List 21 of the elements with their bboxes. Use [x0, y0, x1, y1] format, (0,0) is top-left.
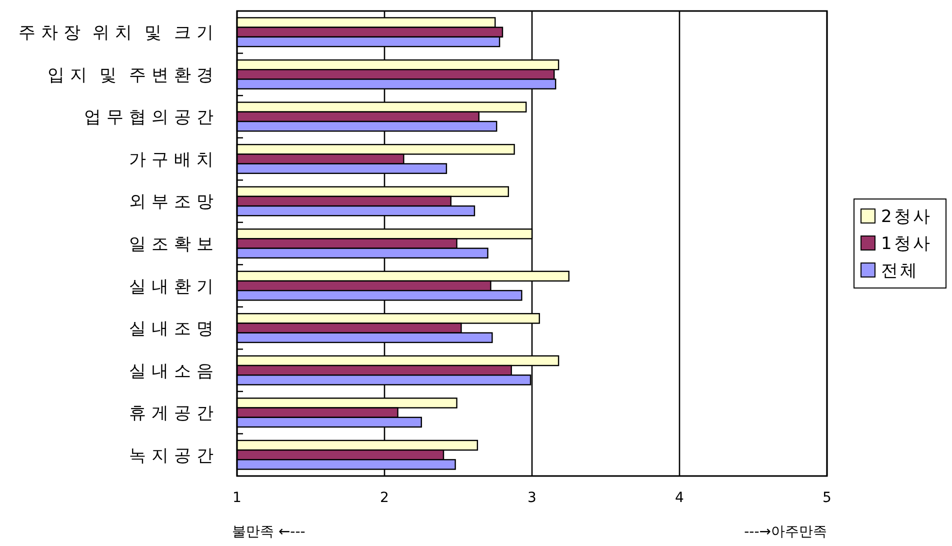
y-tick-label: 가구배치 — [129, 150, 219, 170]
legend-label: 1청사 — [881, 234, 932, 254]
y-tick-label: 휴게공간 — [129, 404, 219, 424]
x-tick-label: 2 — [380, 490, 389, 506]
legend-label: 전체 — [881, 261, 919, 281]
y-tick-label: 일조확보 — [129, 234, 219, 254]
x-tick-label: 5 — [822, 490, 832, 506]
text: ---→아주만족 — [744, 524, 827, 540]
y-tick-label: 업무협의공간 — [84, 108, 219, 128]
y-tick-label: 실내소음 — [129, 361, 219, 382]
y-tick-label: 외부조망 — [129, 192, 219, 212]
y-tick-label: 실내조명 — [129, 319, 219, 340]
legend-label: 2청사 — [881, 207, 932, 227]
y-tick-label: 주차장 위치 및 크기 — [18, 23, 219, 44]
x-tick-label: 4 — [675, 490, 684, 506]
y-tick-label: 녹지공간 — [129, 446, 219, 466]
y-tick-label: 실내환기 — [129, 276, 219, 297]
x-tick-label: 3 — [528, 490, 536, 506]
x-tick-label: 1 — [232, 490, 242, 506]
text: 불만족 ←--- — [232, 524, 306, 540]
y-tick-label: 입지 및 주변환경 — [48, 65, 219, 86]
